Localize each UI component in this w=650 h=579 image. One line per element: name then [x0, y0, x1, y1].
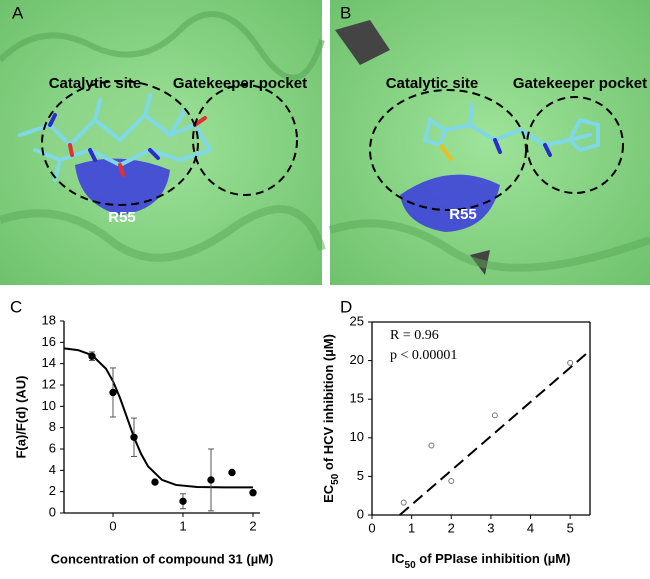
x-tick-label: 1: [179, 518, 186, 533]
y-tick-label: 14: [42, 355, 56, 370]
data-point: [448, 478, 455, 485]
y-tick-label: 6: [49, 440, 56, 455]
residue-label: R55: [108, 209, 136, 226]
x-axis-title-part: of PPIase inhibition (µM): [416, 551, 571, 566]
x-tick-label: 3: [487, 520, 494, 535]
y-tick-label: 25: [350, 313, 364, 328]
x-tick-label: 0: [368, 520, 375, 535]
y-tick-label: 18: [42, 312, 56, 327]
site-label: Gatekeeper pocket: [513, 75, 647, 92]
fit-line: [399, 349, 591, 516]
y-tick-label: 4: [49, 462, 56, 477]
data-point: [400, 499, 407, 506]
site-label: Gatekeeper pocket: [173, 75, 307, 92]
residue-patch: [400, 174, 500, 232]
y-tick-label: 2: [49, 483, 56, 498]
x-axis-title: IC50 of PPIase inhibition (µM): [392, 551, 571, 571]
fit-line: [63, 347, 253, 489]
y-axis-title-part: of HCV inhibition (µM): [321, 334, 336, 474]
x-tick-label: 2: [448, 520, 455, 535]
data-point: [207, 476, 215, 484]
data-point: [179, 497, 187, 505]
y-axis-title: F(a)/F(d) (AU): [13, 375, 28, 458]
annotation: R = 0.96: [390, 328, 439, 343]
y-tick-label: 16: [42, 334, 56, 349]
y-tick-label: 5: [357, 468, 364, 483]
x-axis-title-part: 50: [405, 560, 417, 571]
x-tick-label: 1: [408, 520, 415, 535]
y-axis-title-part: EC: [321, 484, 336, 503]
x-tick-label: 0: [109, 518, 116, 533]
y-axis-title-part: 50: [330, 473, 341, 485]
data-point: [88, 352, 96, 360]
panel-label: B: [340, 3, 351, 22]
data-point: [130, 433, 138, 441]
y-tick-label: 15: [350, 391, 364, 406]
y-tick-label: 0: [49, 504, 56, 519]
residue-label: R55: [449, 206, 477, 223]
panel-label: C: [10, 297, 22, 316]
data-point: [151, 478, 159, 486]
data-point: [491, 412, 498, 419]
panel-a: A Catalytic site Gatekeeper pocket R55: [0, 0, 326, 285]
x-axis-title-part: IC: [392, 551, 406, 566]
x-tick-label: 5: [567, 520, 574, 535]
x-axis-title: Concentration of compound 31 (µM): [51, 551, 274, 566]
annotation: p < 0.00001: [390, 348, 457, 363]
panel-label: D: [340, 297, 352, 316]
y-axis-title: EC50 of HCV inhibition (µM): [321, 334, 341, 503]
data-point: [249, 489, 257, 497]
y-tick-label: 8: [49, 419, 56, 434]
panel-label: A: [12, 3, 24, 22]
site-label: Catalytic site: [49, 75, 142, 92]
y-tick-label: 0: [357, 506, 364, 521]
data-point: [567, 359, 574, 366]
y-tick-label: 10: [350, 429, 364, 444]
y-tick-label: 12: [42, 376, 56, 391]
y-tick-label: 10: [42, 398, 56, 413]
data-point: [228, 468, 236, 477]
data-point: [109, 388, 117, 397]
data-point: [428, 442, 435, 449]
x-tick-label: 4: [527, 520, 534, 535]
x-tick-label: 2: [249, 518, 256, 533]
panel-b: B Catalytic site Gatekeeper pocket R55: [328, 0, 650, 285]
y-tick-label: 20: [350, 352, 364, 367]
site-label: Catalytic site: [386, 75, 479, 92]
